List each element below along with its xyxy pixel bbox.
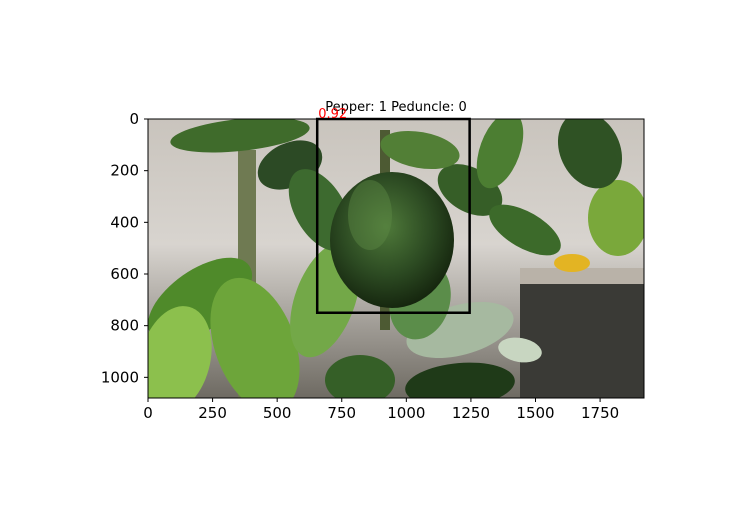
- y-axis: 0 200 400 600 800 1000: [101, 110, 148, 386]
- plant-photo: [148, 119, 644, 398]
- x-tick-label: 0: [143, 404, 153, 422]
- y-tick-label: 400: [110, 213, 139, 231]
- y-tick-label: 600: [110, 265, 139, 283]
- y-tick-label: 800: [110, 317, 139, 335]
- x-tick-label: 1000: [387, 404, 425, 422]
- y-tick-label: 200: [110, 162, 139, 180]
- x-axis: 0 250 500 750 1000 1250 1500 1750: [143, 398, 619, 422]
- y-tick-label: 1000: [101, 368, 139, 386]
- x-tick-label: 1250: [452, 404, 490, 422]
- x-tick-label: 1750: [581, 404, 619, 422]
- y-tick-label: 0: [129, 110, 139, 128]
- x-tick-label: 250: [198, 404, 227, 422]
- chart-title: Pepper: 1 Peduncle: 0: [325, 100, 467, 115]
- x-tick-label: 500: [263, 404, 292, 422]
- x-tick-label: 1500: [516, 404, 554, 422]
- x-tick-label: 750: [327, 404, 356, 422]
- plot-frame: [147, 118, 645, 399]
- detection-score-label: 0.92: [318, 107, 347, 122]
